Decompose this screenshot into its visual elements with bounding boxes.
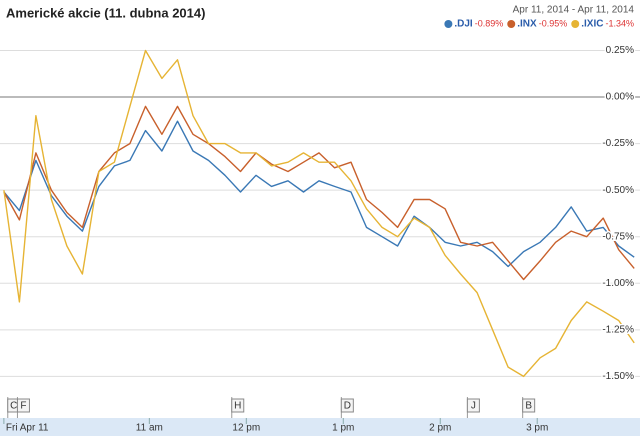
flag-label: C bbox=[10, 401, 17, 412]
flag bbox=[16, 398, 30, 413]
x-tick-label: Fri Apr 11 bbox=[6, 423, 49, 434]
legend-name: .IXIC bbox=[581, 19, 603, 30]
flag-label: D bbox=[344, 401, 351, 412]
legend-dot bbox=[444, 20, 453, 28]
y-tick-label: -0.75% bbox=[602, 231, 634, 242]
legend-dot bbox=[571, 20, 580, 28]
legend-name: .INX bbox=[517, 19, 537, 30]
x-tick-label: 11 am bbox=[136, 423, 163, 434]
legend: -1.34%.IXIC -0.95%.INX -0.89%.DJI bbox=[444, 18, 634, 30]
y-tick-label: -1.50% bbox=[602, 371, 634, 382]
legend-name: .DJI bbox=[454, 19, 473, 30]
flag bbox=[466, 398, 480, 413]
y-tick-label: 0.00% bbox=[606, 92, 634, 103]
y-tick-label: -0.25% bbox=[602, 138, 634, 149]
flag bbox=[231, 398, 245, 413]
series-line bbox=[3, 49, 635, 378]
flag-label: J bbox=[471, 401, 476, 412]
series-line bbox=[3, 105, 635, 281]
y-tick-label: 0.25% bbox=[606, 45, 634, 56]
x-tick-label: 2 pm bbox=[429, 423, 451, 434]
x-tick-label: 3 pm bbox=[526, 423, 548, 434]
x-tick-label: 1 pm bbox=[332, 423, 354, 434]
y-tick-label: -0.50% bbox=[602, 185, 634, 196]
y-tick-label: -1.00% bbox=[602, 278, 634, 289]
flag-label: F bbox=[20, 401, 26, 412]
legend-dot bbox=[507, 20, 516, 28]
flag bbox=[522, 398, 536, 413]
x-axis-band bbox=[0, 418, 640, 436]
legend-change: -0.95% bbox=[539, 18, 568, 28]
legend-change: -0.89% bbox=[475, 18, 504, 28]
series-line bbox=[3, 120, 635, 268]
legend-change: -1.34% bbox=[605, 18, 634, 28]
chart-title: Americké akcie (11. dubna 2014) bbox=[6, 5, 205, 20]
flag-label: H bbox=[234, 401, 241, 412]
x-tick-label: 12 pm bbox=[232, 423, 260, 434]
y-tick-label: -1.25% bbox=[602, 324, 634, 335]
flag bbox=[340, 398, 354, 413]
date-range: Apr 11, 2014 - Apr 11, 2014 bbox=[513, 5, 635, 16]
flag-label: B bbox=[525, 401, 532, 412]
